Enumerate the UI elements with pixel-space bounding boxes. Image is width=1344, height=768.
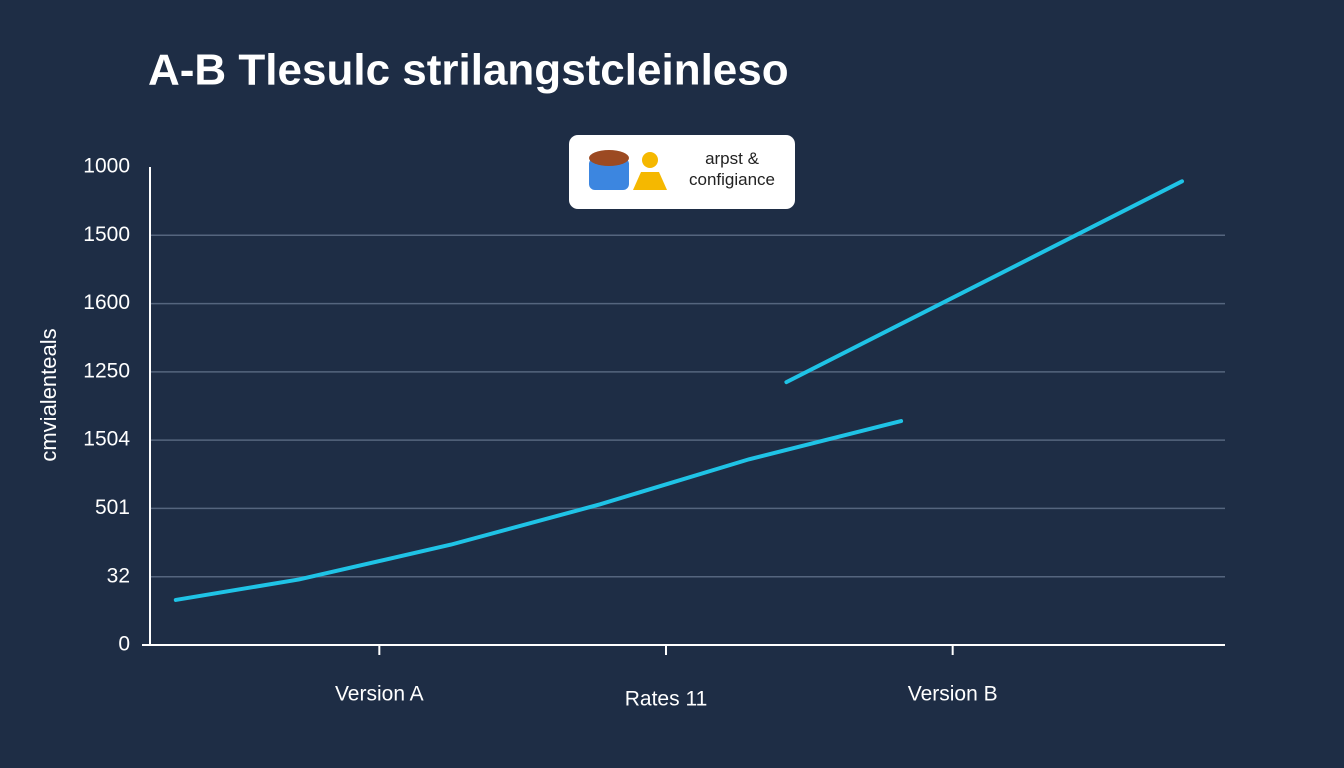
y-tick-label: 1504: [83, 428, 130, 451]
line-series: [173, 419, 904, 602]
line-series: [784, 179, 1184, 385]
y-tick-label: 32: [107, 564, 130, 587]
y-tick-label: 1500: [83, 223, 130, 246]
legend-icon: [642, 152, 658, 168]
legend-text: arpst & configiance: [688, 149, 775, 189]
y-axis-label: cmvialenteals: [36, 328, 61, 461]
legend-icon: [633, 172, 667, 190]
y-tick-label: 1250: [83, 359, 130, 382]
legend-icon: [589, 150, 629, 166]
y-tick-label: 501: [95, 496, 130, 519]
y-tick-label: 0: [118, 633, 130, 656]
legend-icon: [589, 158, 629, 190]
x-tick-label: Rates 11: [625, 688, 708, 711]
y-tick-label: 1600: [83, 291, 130, 314]
legend: [569, 135, 795, 209]
y-tick-label: 1000: [83, 155, 130, 178]
legend-text-box: arpst & configiance: [688, 149, 775, 189]
x-tick-label: Version B: [908, 683, 998, 706]
x-tick-label: Version A: [335, 683, 424, 706]
chart-title: A-B Tlesulc strilangstcleinleso: [148, 46, 789, 95]
